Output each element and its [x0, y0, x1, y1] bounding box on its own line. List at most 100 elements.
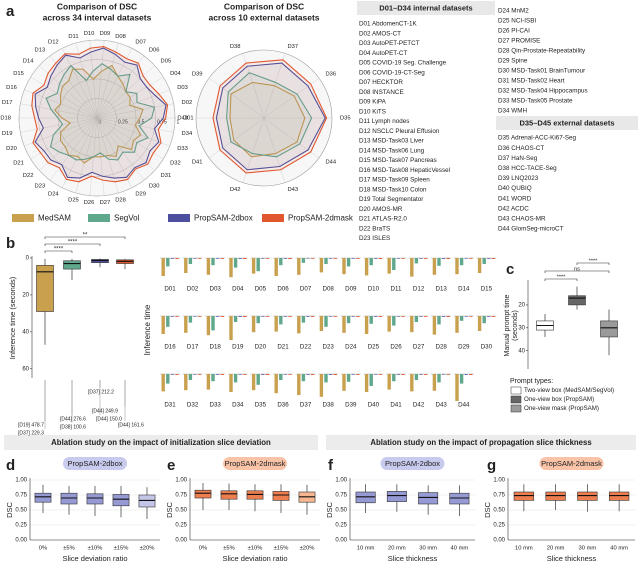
- radar-axis-label: D26: [84, 200, 95, 206]
- list-item: D09 KiPA: [359, 99, 387, 106]
- list-item: D18 MSD-Task10 Colon: [359, 186, 427, 193]
- panel-label: D38: [323, 402, 335, 409]
- bar: [319, 316, 324, 331]
- bar: [351, 374, 355, 375]
- bar: [215, 258, 220, 259]
- y-tick-label: 20: [22, 293, 29, 299]
- radar-axis-label: D03: [177, 85, 188, 91]
- panel-label: D19: [232, 344, 244, 351]
- radar-axis-label: D10: [84, 31, 95, 37]
- bar: [369, 258, 373, 266]
- bar: [464, 374, 468, 375]
- bar: [229, 258, 233, 278]
- bar: [410, 374, 414, 392]
- bar: [211, 316, 215, 331]
- list-item: D42 ACDC: [498, 205, 529, 212]
- bar: [243, 258, 247, 259]
- bar: [392, 316, 396, 326]
- bar: [469, 374, 473, 375]
- bar: [233, 258, 238, 268]
- list-item: D28 Qin-Prostate-Repeatability: [498, 48, 586, 55]
- box: [449, 492, 470, 505]
- legend-label: One-view box (PropSAM): [524, 396, 594, 403]
- bar: [487, 316, 491, 317]
- radar-axis-label: D23: [35, 183, 46, 189]
- x-tick-label: ±5%: [63, 546, 75, 552]
- radar-spoke: [39, 117, 98, 171]
- radar-spoke: [208, 117, 265, 159]
- radar-spoke: [263, 117, 286, 183]
- bar: [419, 374, 423, 375]
- list-item: D25 NCI-ISBI: [498, 18, 536, 25]
- list-item: D44 GlomSeg-microCT: [498, 226, 564, 233]
- x-tick-label: 30 mm: [579, 546, 597, 552]
- bar: [175, 316, 179, 317]
- list-item: D06 COVID-19-CT-Seg: [359, 69, 425, 76]
- bar: [482, 316, 486, 324]
- y-tick-label: 0.25: [175, 523, 187, 529]
- radar-axis-label: D30: [149, 183, 160, 189]
- y-tick-label: 0.00: [493, 538, 505, 544]
- radar-axis-label: D39: [192, 71, 203, 77]
- radar-series: [229, 81, 306, 158]
- panel-label: D16: [164, 344, 176, 351]
- bar: [487, 258, 491, 259]
- y-tick-label: 40: [22, 329, 29, 335]
- box: [112, 494, 130, 507]
- significance-bracket: [544, 278, 578, 281]
- bar: [243, 374, 247, 375]
- panel-letter: e: [167, 457, 175, 474]
- bar: [188, 374, 193, 380]
- list-item: D23 ISLES: [359, 235, 390, 242]
- list-item: D14 MSD-Task06 Lung: [359, 147, 425, 154]
- radar-axis-label: D11: [68, 34, 78, 40]
- significance-label: ****: [557, 274, 566, 280]
- bar: [261, 316, 265, 317]
- bar: [229, 374, 233, 392]
- bar: [283, 374, 288, 375]
- radar-spoke: [30, 76, 98, 119]
- bar: [229, 316, 233, 340]
- panel-label: D42: [413, 402, 425, 409]
- radar-tick-label: 1: [177, 119, 180, 125]
- box: [577, 491, 598, 501]
- bar: [233, 374, 238, 383]
- radar-spoke: [96, 117, 170, 147]
- bar: [265, 374, 270, 375]
- bar: [351, 316, 355, 317]
- radar-series: [54, 64, 144, 164]
- bar: [297, 374, 301, 395]
- bar: [346, 316, 351, 324]
- bar: [342, 258, 346, 275]
- y-tick-label: 0.25: [335, 523, 347, 529]
- bar: [333, 258, 337, 259]
- annotation: [D37] 229.3: [18, 430, 44, 436]
- box: [60, 492, 78, 505]
- significance-label: **: [83, 233, 88, 239]
- list-item: D19 Total Segmentator: [359, 196, 423, 203]
- bar: [364, 258, 369, 276]
- radar-spoke: [96, 89, 170, 119]
- bar: [306, 374, 310, 375]
- legend-swatch: [88, 214, 110, 222]
- legend-label: Two-view box (MedSAM/SegVol): [524, 387, 614, 394]
- panel-label: D01: [164, 286, 176, 293]
- y-tick-label: 0.50: [15, 508, 27, 514]
- panel-label: D29: [458, 344, 470, 351]
- radar-axis-label: D27: [100, 200, 111, 206]
- bar: [396, 258, 401, 259]
- panel-label: D12: [413, 286, 425, 293]
- badge-label: PropSAM-2dmask: [541, 459, 602, 468]
- panel-label: D36: [277, 402, 289, 409]
- panel-letter: d: [6, 457, 15, 474]
- bar: [184, 374, 188, 391]
- y-tick-label: 0.75: [335, 493, 347, 499]
- box: [608, 491, 630, 501]
- bar: [401, 316, 405, 317]
- list-header: D35–D45 external datasets: [519, 118, 614, 127]
- list-item: D26 PI-CAI: [498, 28, 530, 35]
- significance-bracket: [44, 236, 126, 239]
- bar: [193, 258, 197, 259]
- panel-label: D22: [300, 344, 312, 351]
- bar: [356, 374, 360, 375]
